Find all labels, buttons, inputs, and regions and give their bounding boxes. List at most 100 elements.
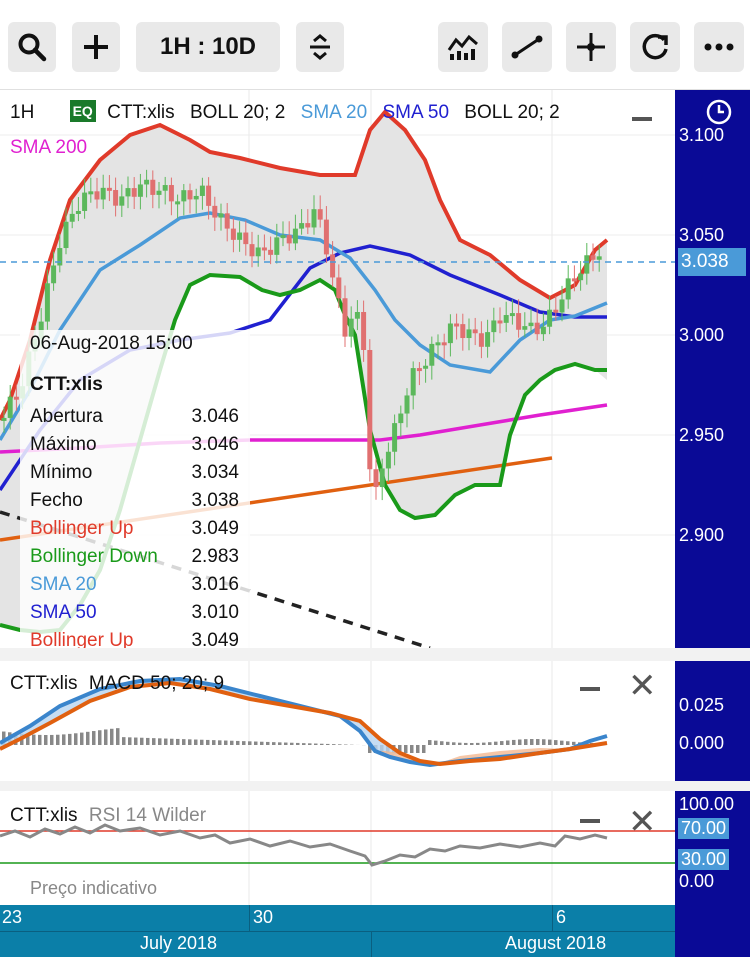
macd-histogram-bar — [296, 742, 300, 745]
macd-histogram-bar — [308, 743, 312, 745]
interval-button[interactable]: 1H : 10D — [136, 22, 280, 72]
candle-body — [230, 228, 236, 240]
macd-histogram-bar — [104, 729, 108, 745]
macd-histogram-bar — [218, 740, 222, 745]
candle-body — [193, 195, 199, 200]
time-axis[interactable]: 23 30 6 July 2018 August 2018 — [0, 905, 675, 957]
macd-histogram-bar — [440, 741, 444, 745]
candle-body — [540, 326, 546, 335]
panel-separator-2[interactable] — [0, 781, 750, 791]
chart-type-button[interactable] — [438, 22, 488, 72]
price-chart[interactable]: 1H EQ CTT:xlis BOLL 20; 2 SMA 20 SMA 50 … — [0, 90, 675, 648]
tooltip-row-value: 2.983 — [191, 546, 239, 567]
macd-histogram-bar — [500, 741, 504, 745]
macd-chart-svg — [0, 661, 608, 781]
tooltip-row-label: Mínimo — [30, 462, 93, 483]
macd-histogram-bar — [488, 742, 492, 745]
panel-separator[interactable] — [0, 648, 750, 661]
resize-button[interactable] — [296, 22, 344, 72]
macd-histogram-bar — [416, 745, 420, 753]
candle-body — [528, 322, 534, 327]
tooltip-row: Bollinger Up 3.049 — [30, 630, 245, 648]
crosshair-button[interactable] — [566, 22, 616, 72]
candle-body — [478, 333, 484, 347]
macd-histogram-bar — [182, 739, 186, 745]
tooltip-row: SMA 50 3.010 — [30, 602, 245, 624]
price-tick-2900: 2.900 — [679, 525, 725, 545]
candle-body — [125, 188, 131, 197]
macd-histogram-bar — [548, 739, 552, 745]
candle-body — [571, 278, 577, 282]
candle-body — [187, 190, 193, 200]
macd-histogram-bar — [530, 739, 534, 745]
macd-histogram-bar — [554, 740, 558, 745]
macd-histogram-bar — [26, 734, 30, 745]
price-axis[interactable]: 3.100 3.050 3.000 2.950 2.900 3.038 — [675, 90, 750, 655]
macd-histogram-bar — [98, 730, 102, 745]
more-button[interactable] — [694, 22, 744, 72]
candle-body — [466, 329, 472, 339]
macd-histogram-bar — [248, 741, 252, 745]
candle-body — [491, 320, 497, 333]
macd-histogram-bar — [470, 742, 474, 745]
candle-body — [63, 221, 69, 249]
close-macd-button[interactable]: ✕ — [628, 667, 657, 705]
candle-body — [150, 179, 156, 195]
axis-corner — [675, 905, 750, 957]
macd-histogram-bar — [116, 728, 120, 745]
candle-body — [156, 190, 162, 195]
candle-body — [565, 278, 571, 300]
tooltip-row: Bollinger Down 2.983 — [30, 546, 245, 568]
candle-body — [454, 323, 460, 327]
macd-histogram-bar — [122, 737, 126, 745]
candle-body — [75, 210, 81, 214]
macd-histogram-bar — [458, 742, 462, 745]
rsi-panel[interactable]: CTT:xlis RSI 14 Wilder ✕ Preço indicativ… — [0, 791, 675, 905]
candle-body — [354, 312, 360, 319]
macd-histogram-bar — [434, 740, 438, 745]
candle-body — [472, 329, 478, 334]
candle-body — [398, 413, 404, 424]
macd-histogram-bar — [266, 741, 270, 745]
candle-body — [168, 185, 174, 202]
minimize-rsi-button[interactable] — [580, 819, 600, 823]
clock-icon[interactable] — [705, 98, 733, 131]
candle-body — [590, 255, 596, 260]
candle-body — [342, 298, 348, 337]
minimize-chart-button[interactable] — [632, 117, 652, 121]
macd-histogram-bar — [44, 734, 48, 745]
tooltip-row-value: 3.046 — [191, 434, 239, 455]
search-button[interactable] — [8, 22, 56, 72]
macd-histogram-bar — [152, 738, 156, 745]
month-label-july: July 2018 — [140, 933, 218, 953]
draw-line-button[interactable] — [502, 22, 552, 72]
candle-body — [261, 247, 267, 251]
add-button[interactable] — [72, 22, 120, 72]
macd-histogram-bar — [272, 742, 276, 745]
macd-histogram-bar — [56, 734, 60, 745]
macd-histogram-bar — [110, 728, 114, 745]
macd-histogram-bar — [146, 737, 150, 745]
close-rsi-button[interactable]: ✕ — [628, 803, 657, 841]
candle-body — [106, 187, 112, 191]
minimize-macd-button[interactable] — [580, 687, 600, 691]
macd-histogram-bar — [290, 742, 294, 745]
macd-histogram-bar — [164, 738, 168, 745]
rsi-tick-30: 30.00 — [678, 849, 730, 870]
tooltip-row-label: Bollinger Down — [30, 546, 158, 567]
macd-histogram-bar — [482, 742, 486, 745]
more-icon — [704, 42, 734, 52]
refresh-button[interactable] — [630, 22, 680, 72]
candle-body — [51, 265, 57, 284]
tooltip-row-label: Máximo — [30, 434, 97, 455]
macd-histogram-bar — [206, 739, 210, 745]
candle-body — [299, 223, 305, 229]
candle-body — [181, 190, 187, 202]
macd-histogram-bar — [446, 741, 450, 745]
rsi-tick-0: 0.00 — [679, 871, 715, 891]
candle-body — [237, 232, 243, 240]
refresh-icon — [640, 32, 670, 62]
macd-histogram-bar — [422, 745, 426, 753]
macd-panel[interactable]: CTT:xlis MACD 50; 20; 9 ✕ — [0, 661, 675, 781]
rsi-axis: 100.00 70.00 30.00 0.00 — [675, 791, 750, 905]
